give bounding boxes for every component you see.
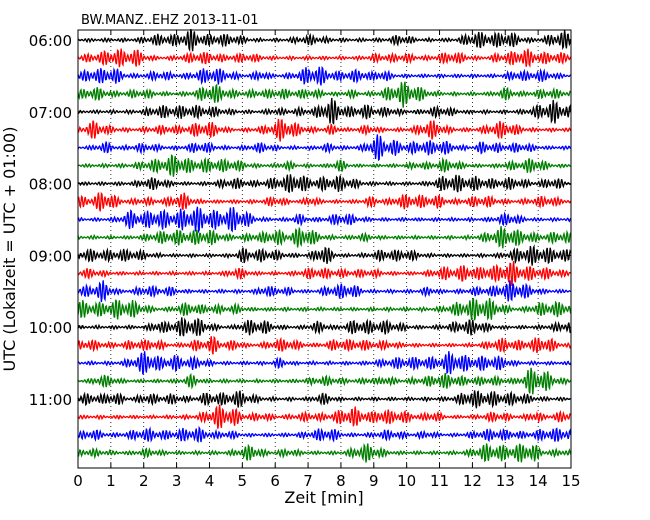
chart-title: BW.MANZ..EHZ 2013-11-01 [81,13,259,28]
seismogram-trace [77,174,571,194]
seismogram-trace [77,191,572,212]
x-tick-label: 8 [336,472,346,490]
seismogram-trace [77,280,572,303]
seismogram-trace [77,154,571,177]
seismogram-trace [77,443,572,463]
seismogram-trace [77,367,572,395]
x-tick-label: 14 [529,472,548,490]
x-tick-label: 4 [205,472,215,490]
x-tick-labels: 0 1 2 3 4 5 6 7 8 9 10 11 12 13 14 15 [73,472,580,490]
x-tick-label: 3 [172,472,182,490]
y-tick-label: 11:00 [29,391,72,409]
x-tick-label: 1 [106,472,116,490]
seismogram-trace [77,48,572,68]
seismogram-trace [77,317,572,337]
seismogram-trace [77,97,572,125]
axis-ticks [77,30,572,468]
x-tick-label: 0 [73,472,83,490]
y-axis-label: UTC (Lokalzeit = UTC + 01:00) [0,127,19,372]
x-tick-label: 7 [303,472,313,490]
seismogram-trace [77,118,572,142]
x-tick-label: 9 [369,472,379,490]
seismogram-trace [77,134,572,162]
x-tick-label: 6 [270,472,280,490]
x-tick-label: 11 [430,472,449,490]
seismogram-trace [77,65,572,86]
x-axis-label: Zeit [min] [284,488,363,507]
plot-frame [77,29,572,469]
x-tick-label: 15 [561,472,580,490]
y-tick-label: 06:00 [29,32,72,50]
y-tick-label: 09:00 [29,247,72,265]
seismogram-trace [77,206,572,234]
y-tick-labels: 06:00 07:00 08:00 09:00 10:00 11:00 [29,32,72,409]
x-tick-label: 10 [397,472,416,490]
seismogram-trace [77,335,572,355]
seismogram-trace [77,261,572,286]
y-tick-label: 07:00 [29,104,72,122]
y-tick-label: 08:00 [29,176,72,194]
seismogram-trace [77,351,572,375]
y-tick-label: 10:00 [29,319,72,337]
seismogram-trace [77,28,572,53]
seismogram-trace [77,244,572,266]
x-tick-label: 2 [139,472,149,490]
seismogram-trace [77,226,572,249]
seismogram-trace [77,425,572,444]
seismogram-trace [77,81,572,108]
seismogram-trace [77,297,572,321]
x-tick-label: 5 [238,472,248,490]
seismogram-trace [77,390,571,409]
seismogram-traces [77,28,572,463]
x-tick-label: 13 [496,472,515,490]
seismogram-trace [77,404,572,429]
x-tick-label: 12 [463,472,482,490]
